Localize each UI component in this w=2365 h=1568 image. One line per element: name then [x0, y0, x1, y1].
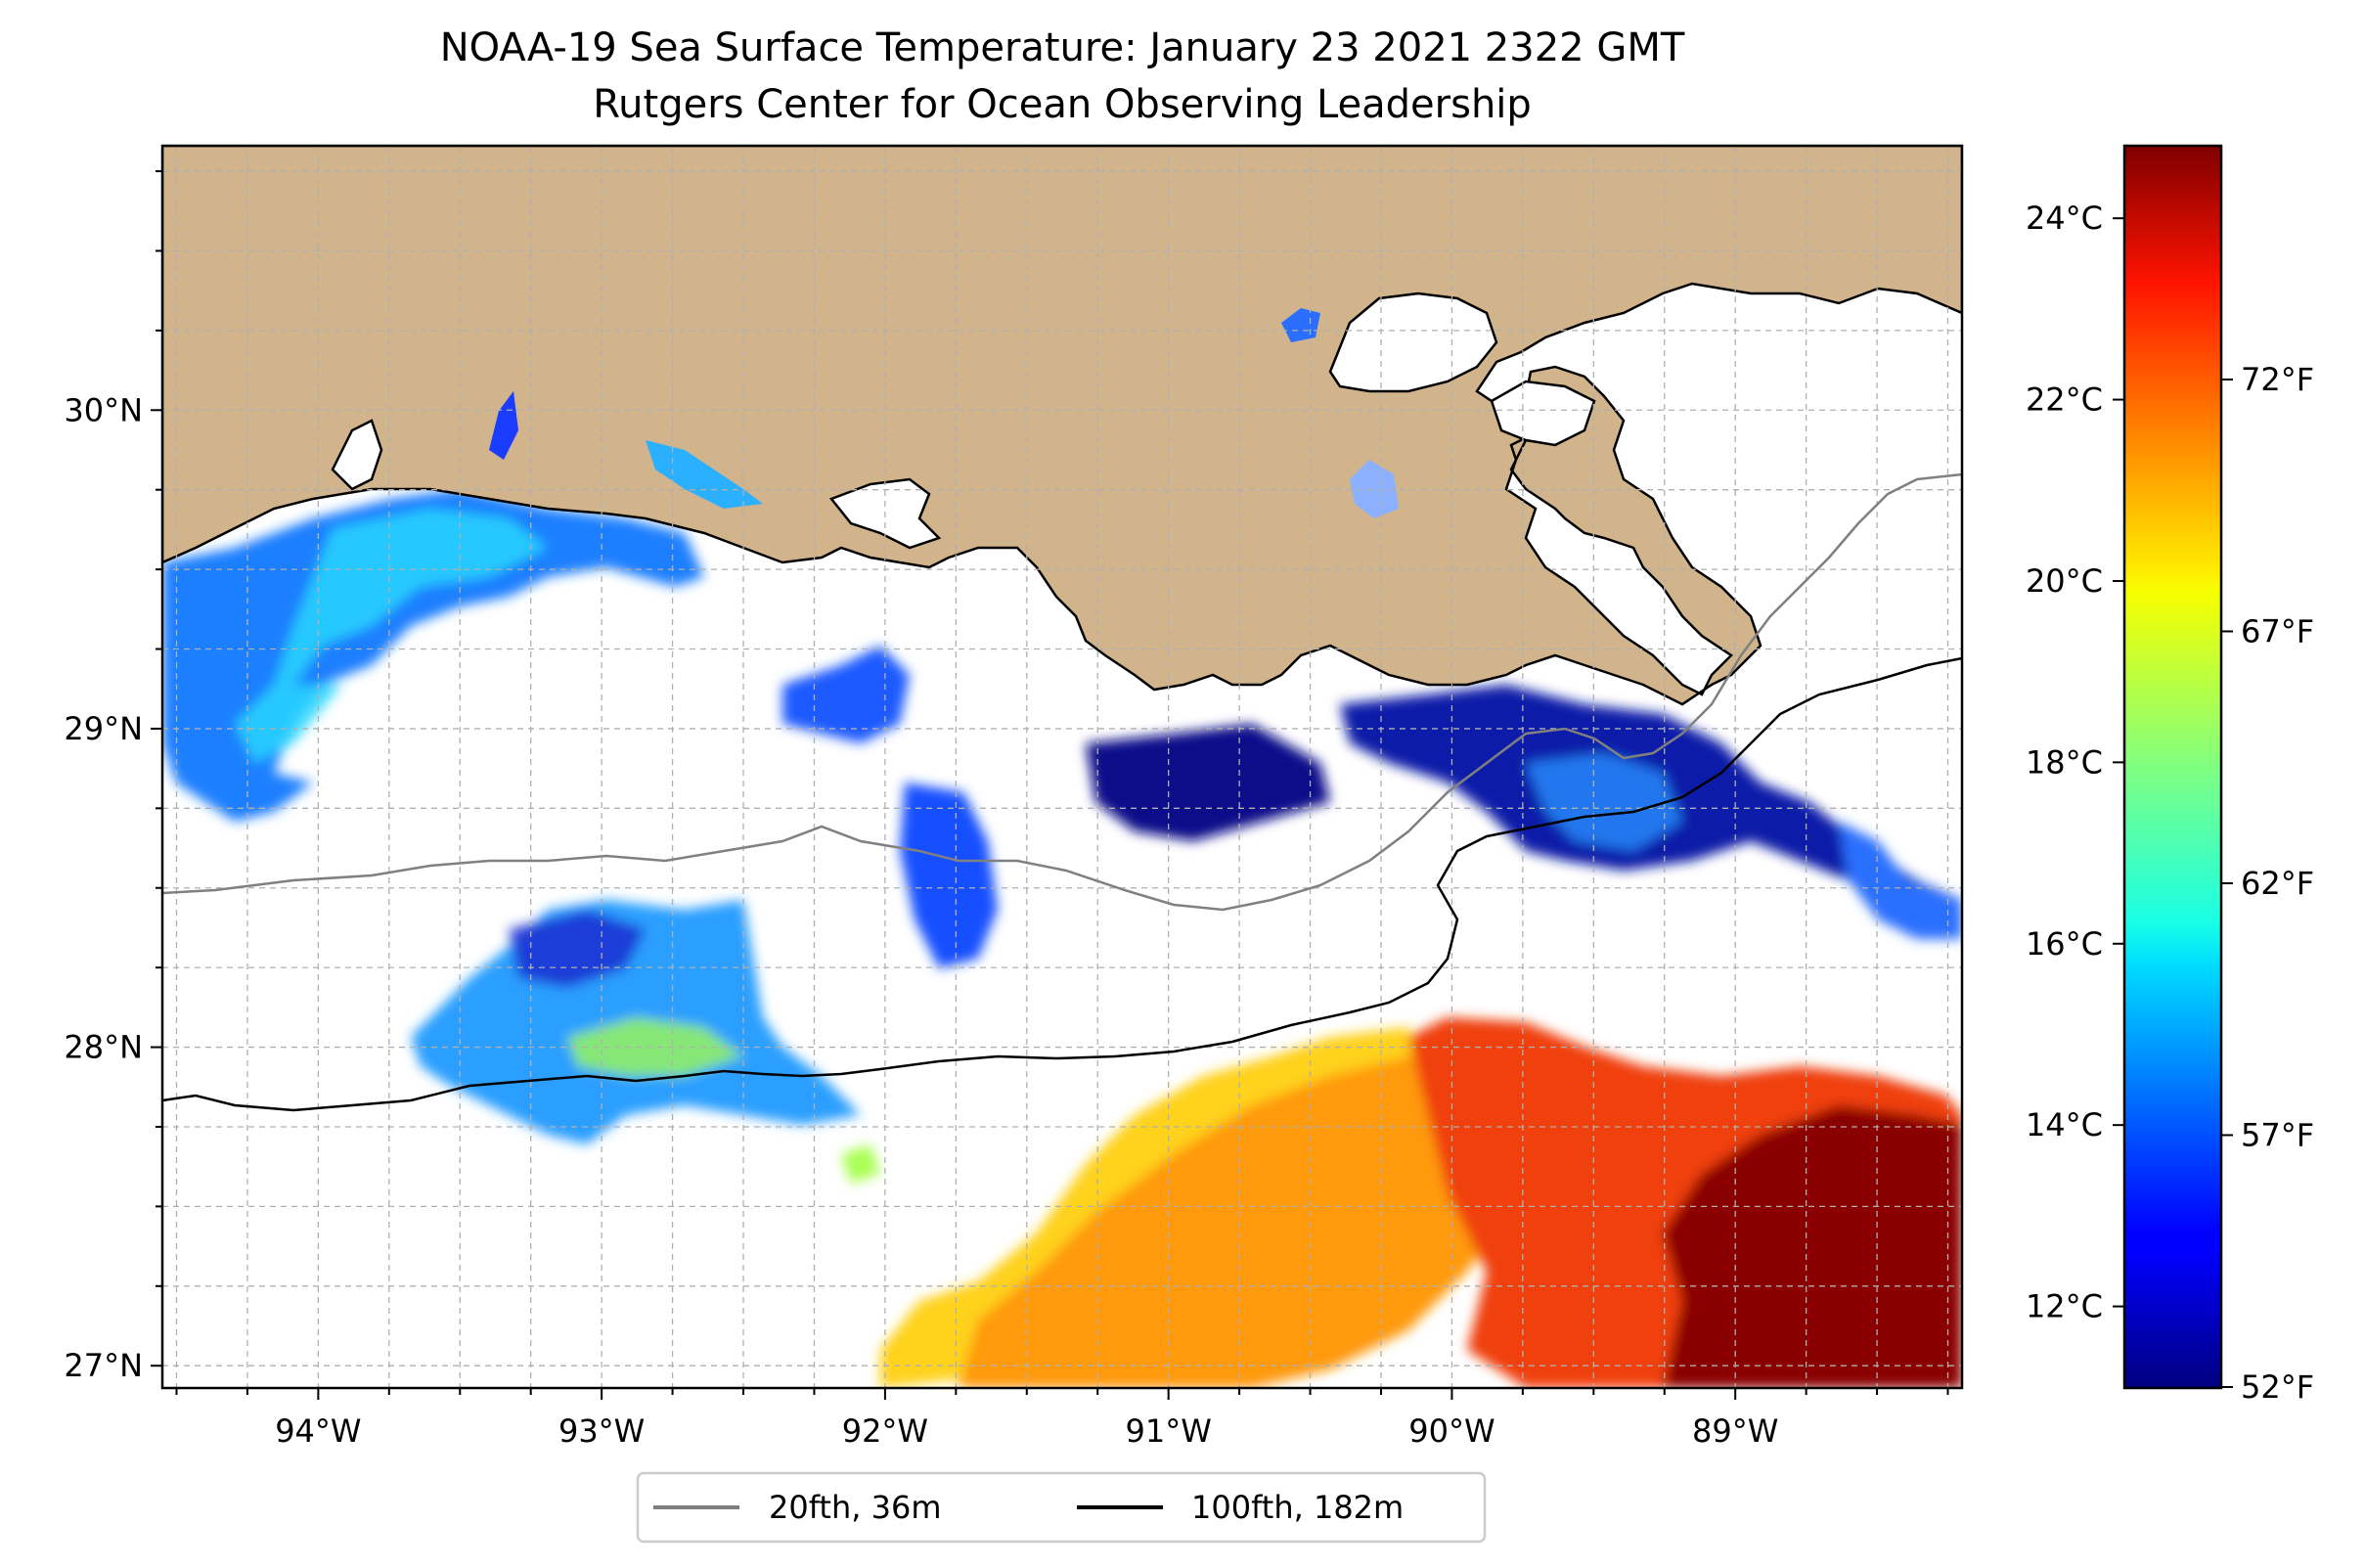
lon-axis: 94°W 93°W 92°W 91°W 90°W 89°W — [175, 1388, 1949, 1450]
sst-warm-patches — [841, 1017, 1962, 1388]
sst-patch-south-orange — [959, 1037, 1565, 1388]
lake-pontchartrain — [1328, 291, 1498, 393]
fahrenheit-tick-label: 62°F — [2241, 865, 2314, 902]
fahrenheit-tick-label: 67°F — [2241, 612, 2314, 650]
celsius-tick-label: 12°C — [2026, 1288, 2103, 1325]
lon-tick-label: 92°W — [842, 1412, 928, 1450]
sst-patch-west-shelf — [162, 489, 704, 822]
fahrenheit-tick-label: 72°F — [2241, 361, 2314, 398]
sst-patch-south-small-green — [841, 1144, 880, 1184]
celsius-tick-label: 20°C — [2026, 562, 2103, 600]
lon-tick-label: 91°W — [1125, 1412, 1211, 1450]
sst-patch-mississippi-inner — [1526, 753, 1682, 851]
legend: 20fth, 36m 100fth, 182m — [636, 1471, 1487, 1544]
colorbar: 12°C 14°C 16°C 18°C 20°C 22°C 24°C 52°F 57°F 62°… — [2026, 144, 2314, 1406]
lon-tick-label: 89°W — [1692, 1412, 1778, 1450]
graticule — [162, 146, 1962, 1388]
celsius-tick-label: 22°C — [2026, 381, 2103, 419]
fahrenheit-tick-label: 57°F — [2241, 1116, 2314, 1153]
sst-patch-east-edge — [1839, 822, 1962, 939]
colorbar-celsius-axis: 12°C 14°C 16°C 18°C 20°C 22°C 24°C — [2026, 200, 2124, 1325]
lat-tick-label: 30°N — [64, 391, 143, 428]
lon-tick-label: 90°W — [1408, 1412, 1495, 1450]
map-frame — [160, 144, 1964, 1390]
calcasieu-lake — [331, 419, 383, 491]
sst-patch-center-strip — [900, 783, 998, 968]
celsius-tick-label: 24°C — [2026, 200, 2103, 237]
lake-borgne — [1490, 380, 1596, 447]
lon-tick-label: 93°W — [558, 1412, 645, 1450]
lat-tick-label: 29°N — [64, 710, 143, 747]
lon-tick-label: 94°W — [275, 1412, 361, 1450]
legend-label-100fth: 100fth, 182m — [1191, 1489, 1404, 1526]
legend-box — [636, 1471, 1487, 1544]
lat-axis: 27°N 28°N 29°N 30°N — [64, 170, 162, 1384]
inland-lake-cyan — [646, 440, 763, 509]
isobath-20fth — [162, 472, 1962, 912]
map-panel — [162, 146, 1962, 1388]
colorbar-fahrenheit-axis: 52°F 57°F 62°F 67°F 72°F — [2221, 361, 2314, 1406]
sst-patch-west-shelf-inner — [235, 509, 548, 763]
sst-patch-southwest-dark — [509, 910, 646, 988]
colorbar-gradient — [2122, 144, 2223, 1390]
sst-patch-atchafalaya — [1086, 724, 1330, 841]
legend-label-20fth: 20fth, 36m — [769, 1489, 941, 1526]
celsius-tick-label: 16°C — [2026, 925, 2103, 963]
sst-patch-south-darkred — [1663, 1105, 1962, 1388]
title-line-2: Rutgers Center for Ocean Observing Leade… — [593, 82, 1532, 127]
isobath-100fth — [162, 656, 1962, 1112]
inland-lake-blue-2 — [489, 391, 518, 460]
sst-patch-southwest-warm — [567, 1017, 743, 1076]
lat-tick-label: 28°N — [64, 1029, 143, 1066]
celsius-tick-label: 14°C — [2026, 1106, 2103, 1143]
title-line-1: NOAA-19 Sea Surface Temperature: January… — [440, 25, 1685, 70]
celsius-tick-label: 18°C — [2026, 743, 2103, 781]
lat-tick-label: 27°N — [64, 1347, 143, 1384]
fahrenheit-tick-label: 52°F — [2241, 1368, 2314, 1406]
inland-lake-lightblue — [1350, 460, 1399, 518]
